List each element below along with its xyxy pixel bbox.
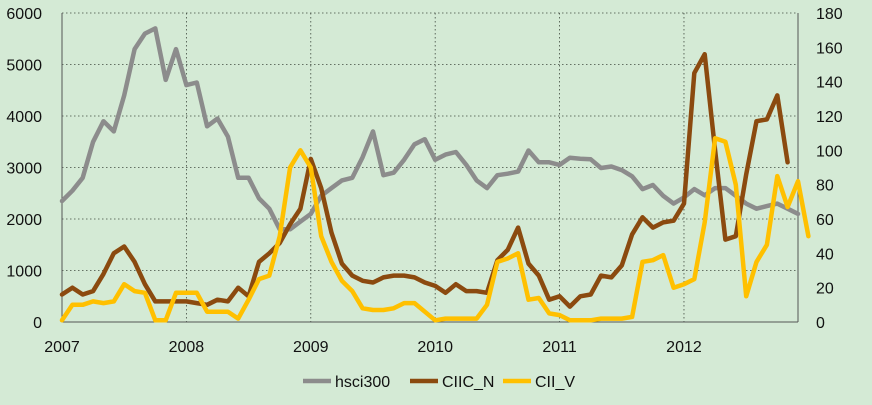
left-tick-label: 6000	[6, 6, 42, 23]
x-tick-label: 2008	[169, 339, 205, 356]
grid-lines	[61, 12, 799, 323]
right-tick-label: 20	[816, 281, 834, 298]
right-tick-label: 80	[816, 178, 834, 195]
right-tick-label: 60	[816, 212, 834, 229]
x-tick-label: 2010	[417, 339, 453, 356]
right-tick-label: 0	[816, 315, 825, 332]
left-tick-label: 1000	[6, 264, 42, 281]
right-tick-label: 160	[816, 40, 843, 57]
right-tick-label: 120	[816, 109, 843, 126]
right-tick-label: 180	[816, 6, 843, 23]
left-tick-label: 3000	[6, 161, 42, 178]
x-axis: 2007 2008 2009 2010 2011 2012	[44, 339, 702, 356]
legend-label: CII_V	[535, 374, 575, 391]
left-tick-label: 0	[33, 315, 42, 332]
left-tick-label: 5000	[6, 58, 42, 75]
right-axis: 0 20 40 60 80 100 120 140 160 180	[816, 6, 843, 332]
legend-label: CIIC_N	[442, 374, 494, 391]
x-tick-label: 2012	[666, 339, 702, 356]
right-tick-label: 140	[816, 75, 843, 92]
series-lines	[59, 26, 811, 323]
series-line-hsci300	[59, 26, 801, 232]
left-tick-label: 2000	[6, 212, 42, 229]
left-tick-label: 4000	[6, 109, 42, 126]
right-tick-label: 100	[816, 143, 843, 160]
legend-label: hsci300	[335, 374, 390, 391]
x-tick-label: 2007	[44, 339, 80, 356]
right-tick-label: 40	[816, 246, 834, 263]
x-tick-label: 2011	[542, 339, 577, 356]
legend: hsci300 CIIC_N CII_V	[303, 374, 575, 391]
series-line-ciic-n	[59, 51, 790, 309]
series-line-cii-v	[59, 136, 811, 323]
left-axis: 0 1000 2000 3000 4000 5000 6000	[6, 6, 42, 332]
x-tick-label: 2009	[293, 339, 329, 356]
